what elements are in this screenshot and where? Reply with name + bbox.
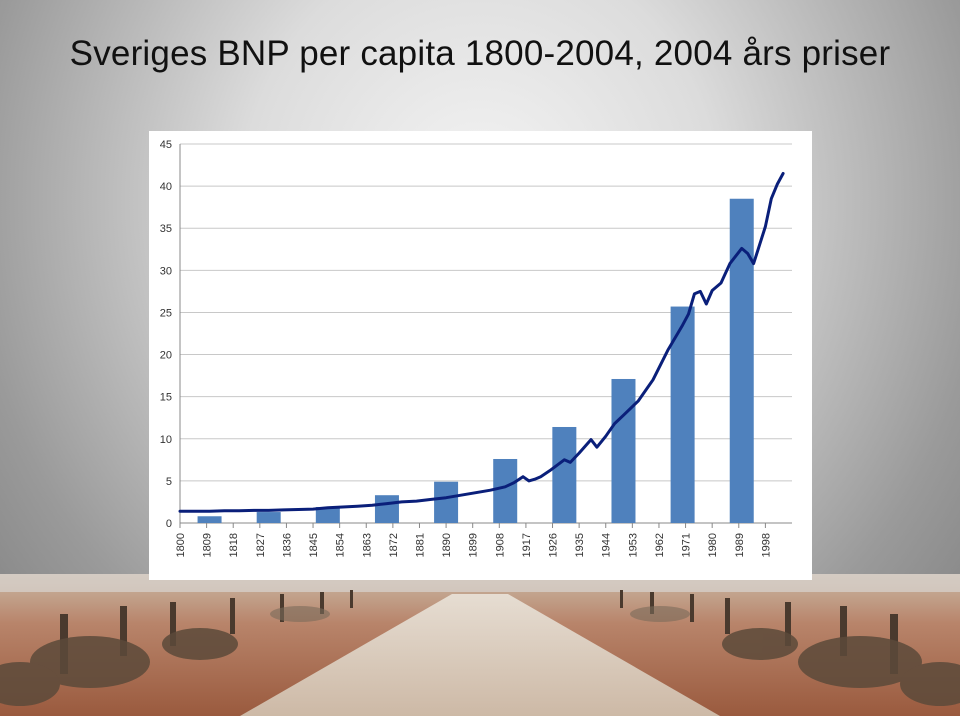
x-tick-label: 1800 bbox=[175, 533, 187, 557]
bar bbox=[670, 306, 695, 523]
x-tick-label: 1854 bbox=[335, 533, 347, 557]
x-tick-label: 1944 bbox=[601, 533, 613, 557]
y-tick-label: 40 bbox=[160, 181, 172, 193]
slide-title: Sveriges BNP per capita 1800-2004, 2004 … bbox=[69, 34, 891, 73]
bar bbox=[374, 495, 399, 523]
gdp-chart: 0 5 10 15 20 25 30 35 40 45 1800 1809 1818 1827 1836 18… bbox=[160, 139, 792, 557]
bar bbox=[256, 512, 281, 523]
x-tick-label: 1899 bbox=[468, 533, 480, 557]
bar bbox=[552, 426, 577, 523]
x-tick-label: 1872 bbox=[388, 533, 400, 557]
y-tick-label: 35 bbox=[160, 223, 172, 235]
x-tick-label: 1998 bbox=[760, 533, 772, 557]
landscape-image bbox=[0, 574, 960, 716]
bar bbox=[729, 198, 754, 523]
y-tick-label: 30 bbox=[160, 265, 172, 277]
x-tick-label: 1908 bbox=[494, 533, 506, 557]
y-tick-label: 45 bbox=[160, 139, 172, 151]
x-tick-label: 1935 bbox=[574, 533, 586, 557]
y-tick-label: 20 bbox=[160, 350, 172, 362]
x-tick-label: 1926 bbox=[548, 533, 560, 557]
x-tick-label: 1827 bbox=[255, 533, 267, 557]
bar bbox=[493, 458, 518, 523]
bar bbox=[315, 506, 340, 523]
y-tick-label: 25 bbox=[160, 307, 172, 319]
y-tick-label: 5 bbox=[166, 476, 172, 488]
bar bbox=[434, 481, 459, 523]
x-tick-label: 1962 bbox=[654, 533, 666, 557]
x-tick-label: 1809 bbox=[202, 533, 214, 557]
x-tick-label: 1845 bbox=[308, 533, 320, 557]
bar bbox=[197, 516, 222, 523]
y-tick-label: 0 bbox=[166, 518, 172, 530]
x-tick-label: 1980 bbox=[707, 533, 719, 557]
chart-container: 0 5 10 15 20 25 30 35 40 45 1800 1809 1818 1827 1836 18… bbox=[149, 131, 812, 580]
gdp-line bbox=[178, 172, 785, 513]
bar bbox=[611, 378, 636, 523]
x-tick-label: 1917 bbox=[521, 533, 533, 557]
x-tick-label: 1890 bbox=[441, 533, 453, 557]
y-tick-label: 15 bbox=[160, 392, 172, 404]
y-tick-label: 10 bbox=[160, 434, 172, 446]
x-tick-label: 1881 bbox=[414, 533, 426, 557]
x-tick-label: 1836 bbox=[281, 533, 293, 557]
x-tick-label: 1989 bbox=[734, 533, 746, 557]
x-tick-label: 1953 bbox=[627, 533, 639, 557]
x-tick-label: 1971 bbox=[681, 533, 693, 557]
x-tick-label: 1818 bbox=[228, 533, 240, 557]
x-tick-label: 1863 bbox=[361, 533, 373, 557]
